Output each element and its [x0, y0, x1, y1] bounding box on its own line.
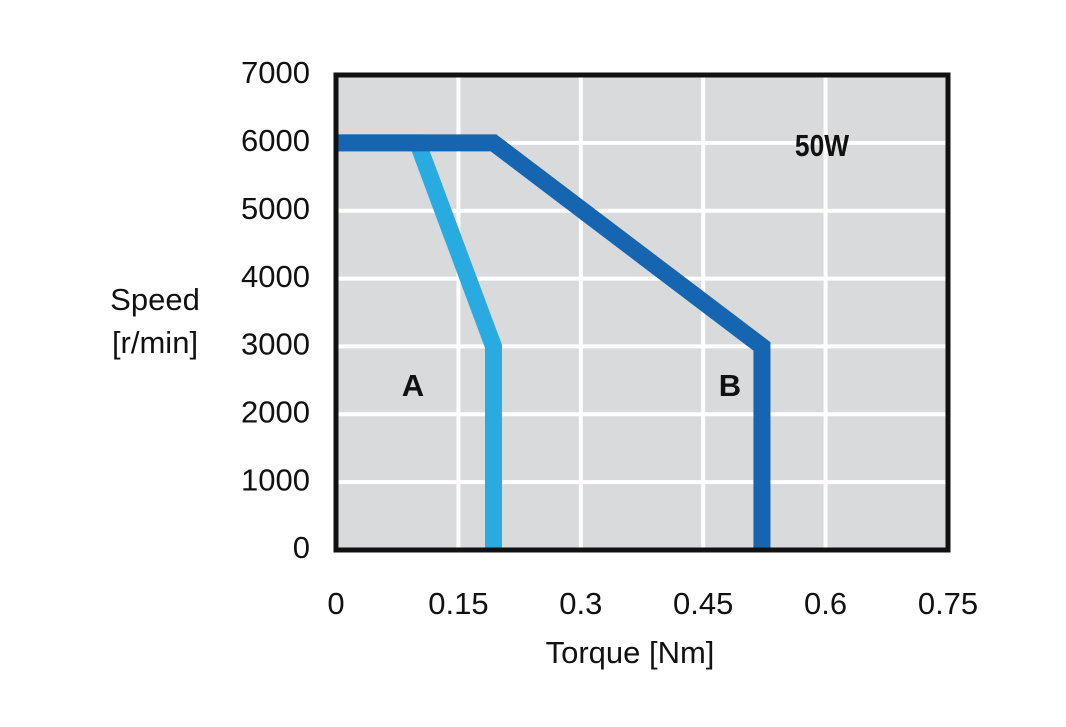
y-tick-label: 3000 — [241, 327, 310, 362]
x-tick-label: 0 — [327, 586, 344, 621]
series-label: B — [719, 368, 741, 403]
x-tick-label: 0.45 — [673, 586, 733, 621]
plot-background — [336, 75, 948, 550]
plot-frame — [333, 72, 951, 553]
y-tick-label: 5000 — [241, 191, 310, 226]
y-axis-label: [r/min] — [112, 325, 198, 360]
y-tick-label: 2000 — [241, 394, 310, 429]
y-tick-label: 0 — [293, 530, 310, 565]
y-tick-label: 1000 — [241, 462, 310, 497]
x-tick-label: 0.75 — [918, 586, 978, 621]
x-tick-label: 0.3 — [559, 586, 602, 621]
x-axis-label: Torque [Nm] — [546, 635, 715, 670]
y-axis-label: Speed — [110, 282, 200, 317]
x-tick-label: 0.15 — [428, 586, 488, 621]
x-tick-label: 0.6 — [804, 586, 847, 621]
series-line — [336, 134, 771, 550]
y-tick-label: 4000 — [241, 259, 310, 294]
series-label: A — [402, 368, 424, 403]
annotation: 50W — [795, 129, 850, 163]
y-tick-label: 6000 — [241, 123, 310, 158]
y-tick-label: 7000 — [241, 55, 310, 90]
